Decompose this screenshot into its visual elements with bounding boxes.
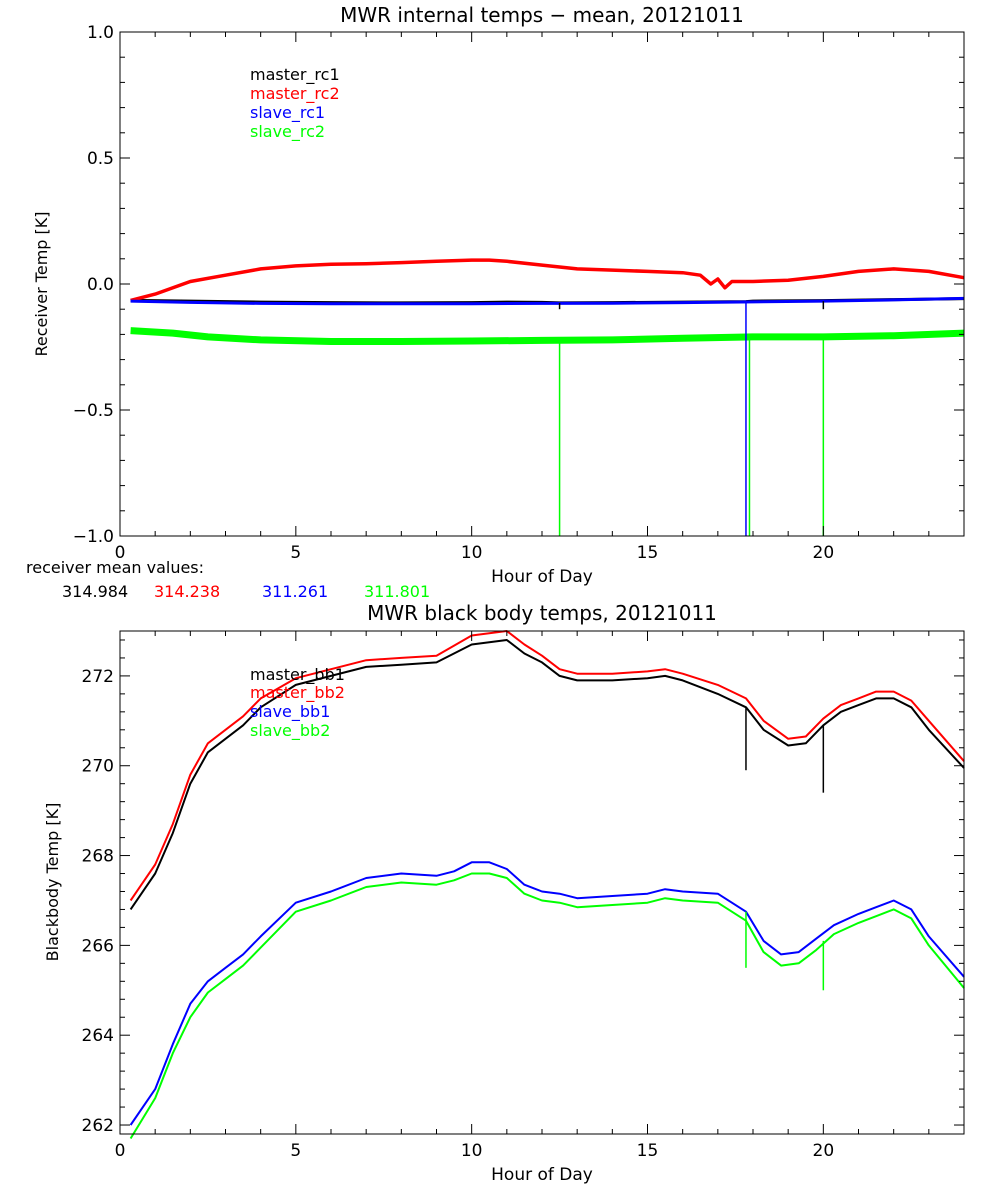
axis-ticks: 0 5 10 15 20 262 264 266 268 270 272 [82,631,965,1161]
x-tick-label: 20 [813,543,835,563]
internal-temps-chart: MWR internal temps − mean, 20121011 0 5 10… [32,3,965,587]
mean-values-label: receiver mean values: [26,558,204,577]
series-line-slave-rc1 [130,296,965,306]
plot-frame [119,630,965,1135]
x-tick-label: 10 [461,543,483,563]
legend-entry: master_bb2 [250,683,345,703]
y-tick-label: 262 [82,1116,114,1136]
series-lines [130,258,965,536]
y-tick-label: 0.0 [87,275,114,295]
series-line-slave-bb1 [129,861,965,1126]
series-line-slave-rc2 [130,327,965,345]
legend-entry: master_rc1 [250,65,340,85]
x-axis-label: Hour of Day [491,567,593,587]
y-axis-label: Receiver Temp [K] [32,211,51,356]
blackbody-temps-chart: MWR black body temps, 20121011 0 5 10 15 20 2… [43,601,965,1185]
y-tick-label: 270 [82,757,114,777]
legend-entry: master_rc2 [250,84,340,104]
series-line-slave-bb2 [129,872,965,1140]
y-tick-label: 1.0 [87,23,114,43]
chart-title: MWR internal temps − mean, 20121011 [340,3,744,27]
x-tick-label: 20 [813,1141,835,1161]
y-axis-label: Blackbody Temp [K] [43,803,62,962]
mean-value: 311.801 [364,582,430,601]
y-tick-label: −0.5 [73,401,114,421]
mean-value: 311.261 [262,582,328,601]
y-tick-label: 268 [82,847,114,867]
y-tick-label: 264 [82,1026,114,1046]
y-tick-label: −1.0 [73,527,114,547]
legend-entry: slave_rc2 [250,122,325,142]
legend-entry: slave_bb2 [250,721,330,741]
legend: master_bb1 master_bb2 slave_bb1 slave_bb… [250,665,345,741]
chart-title: MWR black body temps, 20121011 [367,601,717,625]
series-line-master-rc2 [130,258,965,303]
x-tick-label: 10 [461,1141,483,1161]
legend-entry: slave_bb1 [250,702,330,722]
legend-entry: master_bb1 [250,665,345,685]
series-line-master-bb1 [129,639,965,910]
mean-values-annotation: receiver mean values: 314.984 314.238 31… [26,558,430,601]
x-tick-label: 5 [290,1141,301,1161]
x-axis-label: Hour of Day [491,1165,593,1185]
x-tick-label: 0 [115,543,126,563]
mean-value: 314.238 [154,582,220,601]
series-line-master-bb2 [129,630,965,902]
x-tick-label: 5 [290,543,301,563]
plot-frame [119,31,965,537]
x-tick-label: 15 [637,1141,659,1161]
mean-value: 314.984 [62,582,128,601]
legend-entry: slave_rc1 [250,103,325,123]
y-tick-label: 266 [82,936,114,956]
x-tick-label: 15 [637,543,659,563]
y-tick-label: 272 [82,667,114,687]
x-tick-label: 0 [115,1141,126,1161]
legend: master_rc1 master_rc2 slave_rc1 slave_rc… [250,65,340,142]
axis-ticks: 0 5 10 15 20 −1.0 −0.5 0.0 0.5 1.0 [73,23,965,563]
series-lines [129,630,965,1140]
y-tick-label: 0.5 [87,149,114,169]
